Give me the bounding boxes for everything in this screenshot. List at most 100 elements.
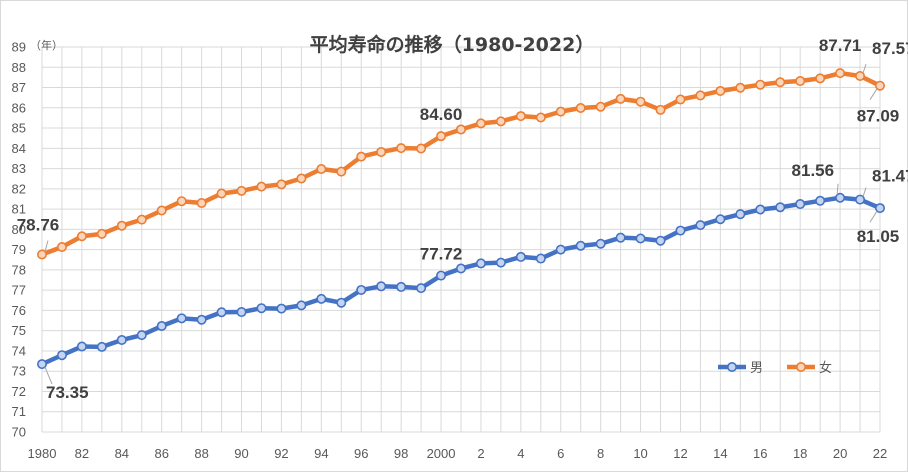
legend-label: 男 [750,361,763,376]
data-point [835,192,846,203]
leader-line [862,187,867,197]
data-point [36,359,47,370]
data-label: 87.09 [857,107,900,126]
data-point [755,204,766,215]
data-point [535,253,546,264]
x-tick-label: 98 [394,446,408,461]
data-point [116,220,127,231]
data-point [56,350,67,361]
data-label: 77.72 [420,245,463,264]
data-label: 81.56 [792,161,835,180]
data-point [655,104,666,115]
x-tick-label: 16 [753,446,767,461]
series-male [36,192,885,370]
chart-title: 平均寿命の推移（1980-2022） [310,33,595,56]
x-tick-label: 90 [234,446,248,461]
x-tick-label: 18 [793,446,807,461]
y-tick-label: 84 [12,141,26,156]
data-point [455,124,466,135]
data-point [276,303,287,314]
data-point [755,79,766,90]
data-point [116,335,127,346]
leader-line [44,240,49,252]
data-point [835,68,846,79]
data-point [256,303,267,314]
data-point [396,281,407,292]
data-point [735,209,746,220]
legend-swatch-marker [726,361,737,372]
data-point [316,163,327,174]
data-point [296,300,307,311]
data-point [874,80,885,91]
data-point [775,77,786,88]
data-point [356,284,367,295]
x-tick-label: 82 [75,446,89,461]
data-point [535,112,546,123]
y-tick-label: 87 [12,80,26,95]
y-axis-unit-label: （年） [30,38,63,52]
data-labels: 73.35 77.72 81.56 81.47 81.05 78.76 84.60 87.71… [17,36,908,402]
x-tick-label: 6 [557,446,564,461]
data-point [96,341,107,352]
data-point [874,203,885,214]
data-point [276,179,287,190]
x-tick-label: 22 [873,446,887,461]
legend-swatch-marker [795,361,806,372]
y-tick-label: 82 [12,181,26,196]
data-point [775,202,786,213]
data-point [436,270,447,281]
data-point [715,214,726,225]
data-point [655,235,666,246]
y-tick-label: 80 [12,222,26,237]
data-point [455,263,466,274]
x-tick-label: 20 [833,446,847,461]
data-point [76,341,87,352]
data-point [595,238,606,249]
data-point [356,151,367,162]
y-tick-label: 89 [12,40,26,55]
x-tick-label: 14 [713,446,727,461]
data-label: 87.57 [872,39,908,58]
legend: 男女 [718,360,832,376]
data-point [436,131,447,142]
x-tick-label: 2 [477,446,484,461]
data-point [236,307,247,318]
data-point [336,166,347,177]
data-point [136,330,147,341]
data-point [236,185,247,196]
series-group [36,68,885,370]
data-point [695,90,706,101]
leader-line [44,366,53,385]
data-point [376,281,387,292]
data-label: 81.05 [857,227,900,246]
data-point [176,196,187,207]
data-point [575,240,586,251]
data-point [416,143,427,154]
x-tick-label: 10 [633,446,647,461]
data-point [515,111,526,122]
data-label: 84.60 [420,105,463,124]
y-axis-ticks: 70 71 72 73 74 75 76 77 78 79 80 81 82 83 84 85 86 87 88 89 [12,40,26,440]
data-point [196,314,207,325]
data-point [96,228,107,239]
data-point [695,220,706,231]
y-tick-label: 70 [12,425,26,440]
leader-line [862,63,867,74]
data-point [735,82,746,93]
data-point [475,258,486,269]
data-point [256,181,267,192]
y-tick-label: 74 [12,343,26,358]
y-tick-label: 79 [12,242,26,257]
data-label: 87.71 [819,36,862,55]
y-tick-label: 86 [12,100,26,115]
y-tick-label: 75 [12,323,26,338]
data-point [495,116,506,127]
data-point [376,146,387,157]
y-tick-label: 76 [12,303,26,318]
data-point [56,241,67,252]
data-point [176,313,187,324]
data-label: 78.76 [17,215,60,234]
leader-line [836,183,839,195]
data-point [196,198,207,209]
y-tick-label: 71 [12,404,26,419]
